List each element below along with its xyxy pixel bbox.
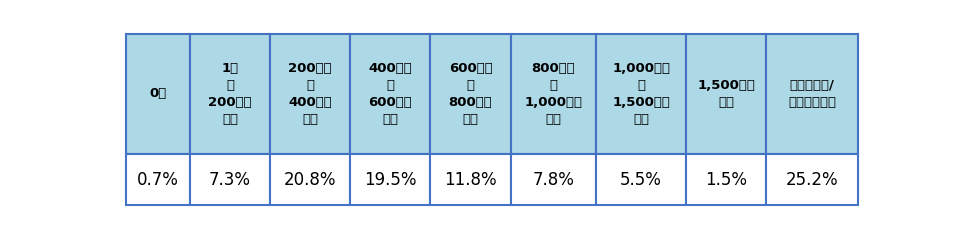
Text: 1,500万円
以上: 1,500万円 以上 — [697, 79, 755, 109]
Bar — [126, 154, 190, 205]
Text: 1,000万円
～
1,500万円
未満: 1,000万円 ～ 1,500万円 未満 — [612, 62, 670, 126]
Text: 19.5%: 19.5% — [364, 171, 417, 189]
Text: 5.5%: 5.5% — [620, 171, 662, 189]
Text: 20.8%: 20.8% — [284, 171, 336, 189]
Bar — [350, 34, 430, 154]
Bar — [596, 34, 686, 154]
Bar — [511, 34, 596, 154]
Bar — [270, 154, 350, 205]
Text: 1円
～
200万円
未満: 1円 ～ 200万円 未満 — [208, 62, 252, 126]
Bar — [126, 34, 190, 154]
Text: 1.5%: 1.5% — [705, 171, 747, 189]
Text: 200万円
～
400万円
未満: 200万円 ～ 400万円 未満 — [288, 62, 332, 126]
Bar — [430, 154, 511, 205]
Bar — [511, 154, 596, 205]
Bar — [766, 154, 858, 205]
Text: 400万円
～
600万円
未満: 400万円 ～ 600万円 未満 — [369, 62, 412, 126]
Bar — [430, 34, 511, 154]
Bar — [766, 34, 858, 154]
Text: 11.8%: 11.8% — [444, 171, 497, 189]
Text: 7.8%: 7.8% — [533, 171, 574, 189]
Text: 25.2%: 25.2% — [786, 171, 838, 189]
Bar — [350, 154, 430, 205]
Text: 0円: 0円 — [149, 87, 166, 100]
Text: 7.3%: 7.3% — [209, 171, 251, 189]
Bar — [190, 154, 270, 205]
Text: 0.7%: 0.7% — [137, 171, 179, 189]
Bar — [270, 34, 350, 154]
Text: 800万円
～
1,000万円
未満: 800万円 ～ 1,000万円 未満 — [524, 62, 583, 126]
Bar — [190, 34, 270, 154]
Text: わからない/
答えたくない: わからない/ 答えたくない — [788, 79, 836, 109]
Bar — [686, 34, 766, 154]
Text: 600万円
～
800万円
未満: 600万円 ～ 800万円 未満 — [448, 62, 492, 126]
Bar — [686, 154, 766, 205]
Bar — [596, 154, 686, 205]
